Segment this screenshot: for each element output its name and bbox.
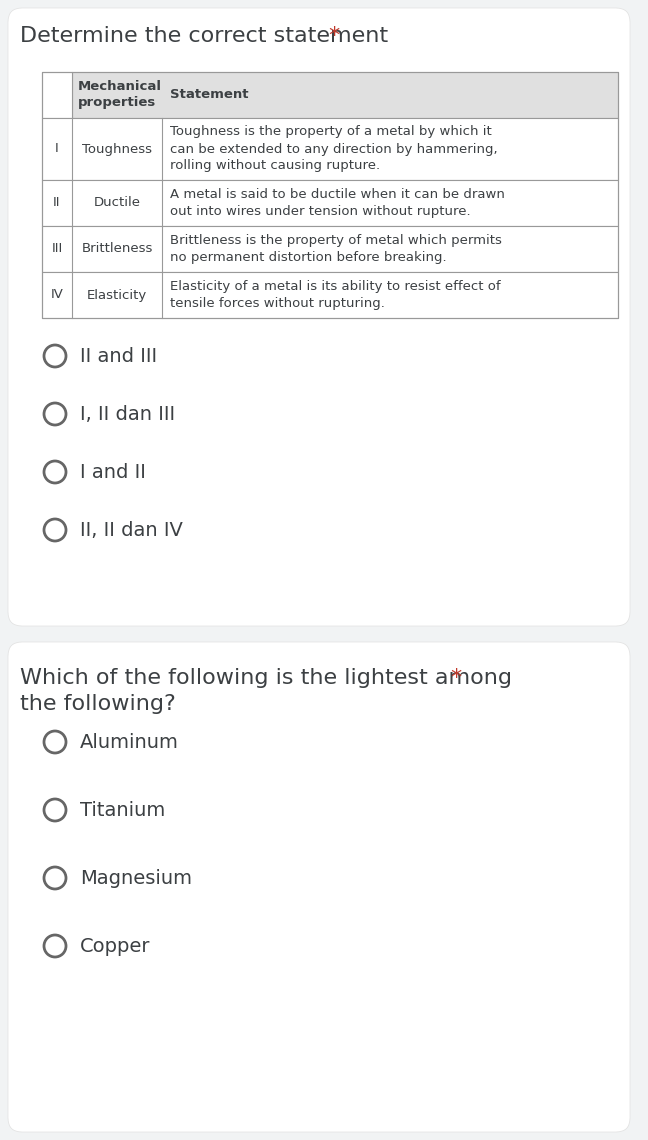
Text: Statement: Statement	[170, 89, 248, 101]
Bar	[42, 72, 618, 318]
Text: Mechanical
properties: Mechanical properties	[78, 80, 162, 109]
Bar	[42, 272, 618, 318]
Text: I, II dan III: I, II dan III	[80, 405, 175, 423]
Bar	[72, 72, 618, 119]
Text: III: III	[51, 243, 63, 255]
Bar	[42, 72, 72, 119]
Text: the following?: the following?	[20, 694, 176, 714]
Text: Aluminum: Aluminum	[80, 733, 179, 751]
Text: II: II	[53, 196, 61, 210]
Bar	[42, 226, 618, 272]
Text: *: *	[450, 668, 461, 689]
Text: Brittleness is the property of metal which permits
no permanent distortion befor: Brittleness is the property of metal whi…	[170, 234, 502, 264]
Text: Ductile: Ductile	[93, 196, 141, 210]
Text: *: *	[328, 26, 340, 46]
Text: II and III: II and III	[80, 347, 157, 366]
Text: Titanium: Titanium	[80, 800, 165, 820]
Text: Toughness: Toughness	[82, 142, 152, 155]
Text: Toughness is the property of a metal by which it
can be extended to any directio: Toughness is the property of a metal by …	[170, 125, 498, 172]
Text: II, II dan IV: II, II dan IV	[80, 521, 183, 539]
FancyBboxPatch shape	[8, 642, 630, 1132]
Text: Determine the correct statement: Determine the correct statement	[20, 26, 388, 46]
Bar	[42, 180, 618, 226]
Text: Magnesium: Magnesium	[80, 869, 192, 888]
Text: I: I	[55, 142, 59, 155]
Text: Elasticity of a metal is its ability to resist effect of
tensile forces without : Elasticity of a metal is its ability to …	[170, 280, 501, 310]
Text: IV: IV	[51, 288, 64, 301]
Bar	[42, 119, 618, 180]
Text: Copper: Copper	[80, 936, 150, 955]
Text: I and II: I and II	[80, 463, 146, 481]
Text: A metal is said to be ductile when it can be drawn
out into wires under tension : A metal is said to be ductile when it ca…	[170, 188, 505, 218]
Text: Brittleness: Brittleness	[81, 243, 153, 255]
Text: Elasticity: Elasticity	[87, 288, 147, 301]
FancyBboxPatch shape	[8, 8, 630, 626]
Text: Which of the following is the lightest among: Which of the following is the lightest a…	[20, 668, 512, 689]
